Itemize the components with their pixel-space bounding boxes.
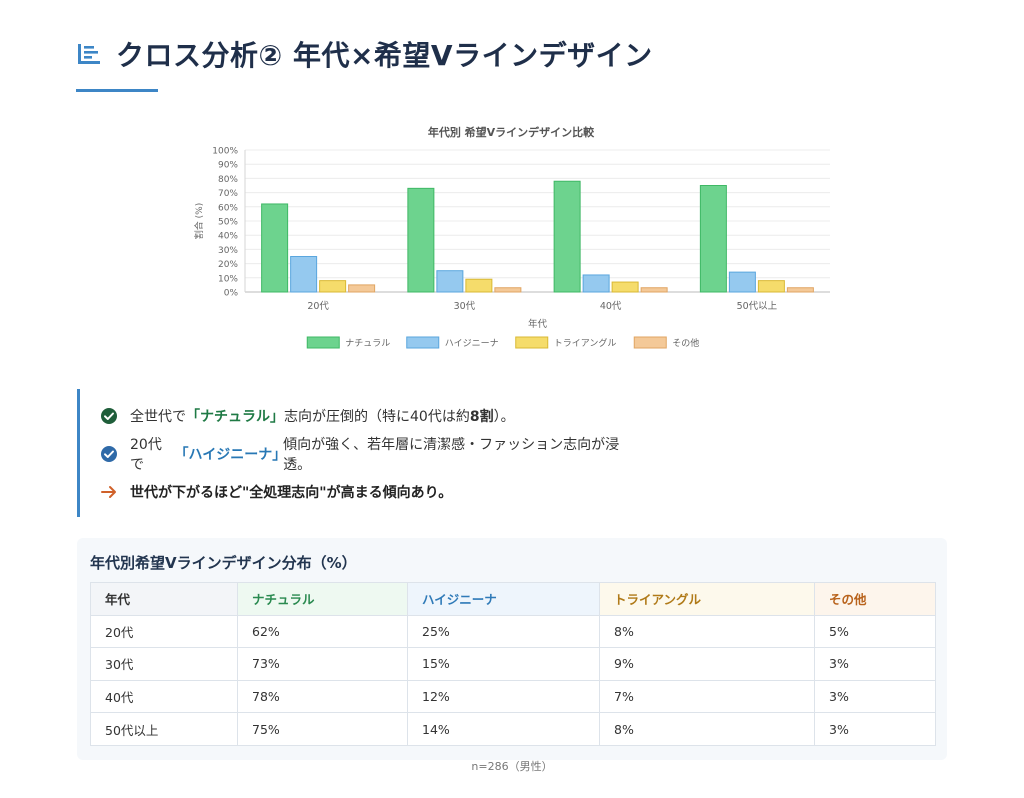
bar (261, 203, 289, 293)
point-1: 全世代で 「ナチュラル」 志向が圧倒的（特に40代は約 8割 ）。 (100, 397, 637, 435)
point-3: 世代が下がるほど"全処理志向"が高まる傾向あり。 (100, 473, 637, 511)
table-title: 年代別希望Vラインデザイン分布（%） (90, 554, 357, 572)
bar (786, 287, 814, 293)
list-chart-icon (78, 44, 100, 64)
table-cell: 50代以上 (90, 712, 238, 746)
bar (348, 284, 376, 293)
y-tick-label: 60% (218, 203, 238, 213)
key-points: 全世代で 「ナチュラル」 志向が圧倒的（特に40代は約 8割 ）。 20代で 「… (77, 389, 637, 517)
y-tick-label: 70% (218, 189, 238, 199)
distribution-table: 年代 ナチュラル ハイジニーナ トライアングル その他 20代 62% 25% … (90, 582, 936, 746)
table-header-row: 年代 ナチュラル ハイジニーナ トライアングル その他 (90, 582, 936, 616)
bar (728, 271, 756, 293)
table-row: 20代 62% 25% 8% 5% (90, 614, 936, 649)
distribution-table-card: 年代別希望Vラインデザイン分布（%） 年代 ナチュラル ハイジニーナ トライアン… (77, 538, 947, 760)
sample-size-note: n=286（男性） (471, 760, 553, 773)
check-circle-icon (101, 408, 117, 424)
point-1-post1: 志向が圧倒的（特に40代は約 (284, 409, 470, 425)
legend-swatch (515, 336, 549, 349)
table-cell: 40代 (90, 679, 238, 714)
arrow-right-icon (101, 486, 116, 498)
table-cell: 8% (599, 614, 815, 649)
x-tick-label: 50代以上 (737, 301, 778, 312)
bar (699, 185, 727, 293)
bar (407, 187, 435, 293)
table-cell: 78% (237, 679, 408, 714)
col-header-hygienic: ハイジニーナ (407, 582, 600, 616)
table-cell: 3% (814, 679, 936, 714)
legend-swatch (633, 336, 667, 349)
legend-swatch (306, 336, 340, 349)
col-header-triangle: トライアングル (599, 582, 815, 616)
point-1-post2: ）。 (493, 409, 515, 425)
y-tick-label: 40% (218, 232, 238, 242)
table-cell: 8% (599, 712, 815, 746)
table-cell: 5% (814, 614, 936, 649)
page-header: クロス分析② 年代×希望Vラインデザイン (76, 34, 653, 74)
title-underline (76, 89, 158, 92)
point-2-pre: 20代で (130, 437, 162, 473)
x-tick-label: 40代 (600, 301, 622, 312)
table-cell: 12% (407, 679, 600, 714)
table-cell: 7% (599, 679, 815, 714)
point-2-post: 傾向が強く、若年層に清潔感・ファッション志向が浸透。 (283, 437, 620, 473)
y-tick-label: 20% (218, 260, 238, 270)
table-row: 50代以上 75% 14% 8% 3% (90, 712, 936, 746)
y-tick-label: 90% (218, 161, 238, 171)
bar-chart: 年代別 希望Vラインデザイン比較 0% 10% 20% 30% 40% 50% 60% 70% 8… (193, 125, 830, 349)
table-cell: 15% (407, 647, 600, 681)
bar (436, 270, 464, 293)
table-cell: 25% (407, 614, 600, 649)
table-cell: 3% (814, 712, 936, 746)
table-cell: 75% (237, 712, 408, 746)
legend-label: ナチュラル (345, 338, 390, 349)
check-circle-icon (101, 446, 117, 462)
y-tick-label: 80% (218, 175, 238, 185)
page-title: クロス分析② 年代×希望Vラインデザイン (116, 39, 653, 72)
table-cell: 62% (237, 614, 408, 649)
bar (640, 287, 668, 293)
bar (494, 287, 522, 293)
y-tick-label: 30% (218, 246, 238, 256)
y-tick-label: 10% (218, 274, 238, 284)
legend-label: トライアングル (554, 337, 617, 349)
table-row: 40代 78% 12% 7% 3% (90, 679, 936, 714)
table-cell: 73% (237, 647, 408, 681)
point-2: 20代で 「ハイジニーナ」 傾向が強く、若年層に清潔感・ファッション志向が浸透。 (100, 435, 637, 473)
x-tick-label: 20代 (307, 301, 329, 312)
bar (465, 278, 493, 293)
legend-swatch (406, 336, 440, 349)
bar (582, 274, 610, 293)
col-header-other: その他 (814, 582, 936, 616)
table-cell: 14% (407, 712, 600, 746)
bar (290, 256, 318, 293)
y-tick-label: 0% (224, 289, 239, 299)
y-tick-label: 100% (212, 147, 238, 157)
bar (611, 281, 639, 293)
point-3-text: 世代が下がるほど"全処理志向"が高まる傾向あり。 (130, 485, 453, 501)
table-cell: 30代 (90, 647, 238, 681)
col-header-age: 年代 (90, 582, 238, 616)
y-axis-label: 割合 (%) (193, 203, 205, 239)
x-tick-label: 30代 (454, 301, 476, 312)
bar (319, 280, 347, 293)
legend-label: ハイジニーナ (445, 338, 499, 349)
table-cell: 3% (814, 647, 936, 681)
bar (757, 280, 785, 293)
y-tick-label: 50% (218, 218, 238, 228)
bar (553, 180, 581, 293)
table-cell: 20代 (90, 614, 238, 649)
x-axis-label: 年代 (528, 318, 548, 330)
point-1-keyword: 「ナチュラル」 (186, 409, 284, 425)
point-1-strong: 8割 (469, 409, 494, 425)
chart-title: 年代別 希望Vラインデザイン比較 (428, 125, 595, 139)
point-1-pre: 全世代で (130, 409, 186, 425)
table-cell: 9% (599, 647, 815, 681)
point-2-keyword: 「ハイジニーナ」 (174, 447, 287, 463)
legend-label: その他 (672, 337, 699, 349)
col-header-natural: ナチュラル (237, 582, 408, 616)
table-row: 30代 73% 15% 9% 3% (90, 647, 936, 681)
